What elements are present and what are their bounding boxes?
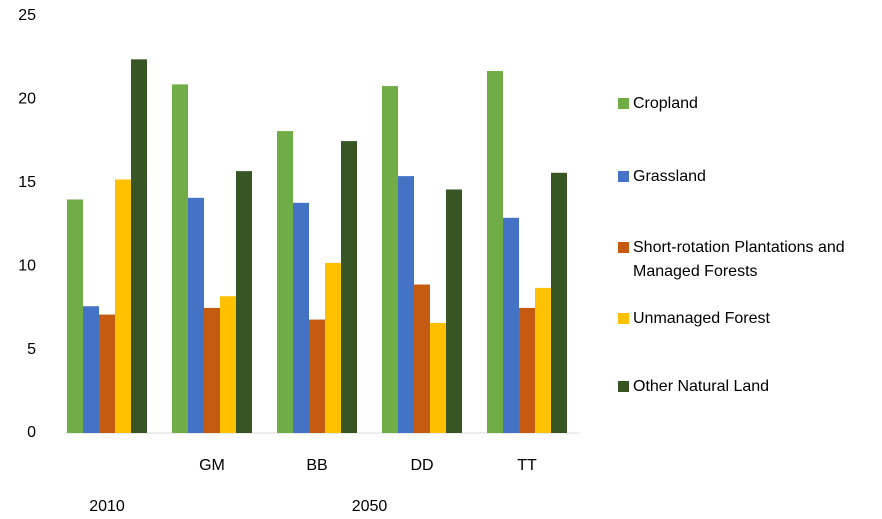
bar bbox=[293, 202, 309, 433]
bar bbox=[341, 141, 357, 433]
legend-label: Other Natural Land bbox=[633, 378, 770, 395]
y-tick-label: 5 bbox=[27, 341, 36, 358]
legend-item: Unmanaged Forest bbox=[618, 307, 880, 331]
bar bbox=[236, 171, 252, 433]
bar bbox=[204, 307, 220, 433]
y-tick-label: 15 bbox=[18, 174, 36, 191]
bar bbox=[487, 71, 503, 433]
bar bbox=[99, 314, 115, 433]
bar bbox=[446, 189, 462, 433]
legend-label: Unmanaged Forest bbox=[633, 310, 770, 327]
y-tick-label: 10 bbox=[18, 257, 36, 274]
bar bbox=[414, 284, 430, 433]
x-tick-label: TT bbox=[517, 457, 537, 474]
bar bbox=[188, 197, 204, 433]
bar bbox=[503, 217, 519, 433]
legend-label: Grassland bbox=[633, 168, 706, 185]
group-label: 2050 bbox=[352, 498, 388, 515]
legend-swatch bbox=[618, 98, 629, 109]
bar bbox=[220, 296, 236, 433]
bar bbox=[325, 262, 341, 433]
bar bbox=[430, 322, 446, 433]
legend-swatch bbox=[618, 242, 629, 253]
legend-swatch bbox=[618, 171, 629, 182]
bar bbox=[172, 84, 188, 433]
bar bbox=[382, 86, 398, 433]
legend-item: Short-rotation Plantations and Managed F… bbox=[618, 236, 880, 284]
x-tick-label: DD bbox=[410, 457, 433, 474]
legend-swatch bbox=[618, 313, 629, 324]
legend-item: Grassland bbox=[618, 165, 880, 189]
bar bbox=[67, 199, 83, 433]
bar bbox=[551, 172, 567, 434]
legend-item: Cropland bbox=[618, 92, 880, 116]
bar bbox=[309, 319, 325, 433]
x-tick-label: GM bbox=[199, 457, 225, 474]
bar bbox=[398, 176, 414, 434]
x-tick-label: BB bbox=[306, 457, 327, 474]
legend-swatch bbox=[618, 381, 629, 392]
legend-label: Short-rotation Plantations and Managed F… bbox=[633, 239, 845, 280]
group-label: 2010 bbox=[89, 498, 125, 515]
bar bbox=[535, 287, 551, 433]
bar bbox=[277, 131, 293, 434]
y-tick-label: 0 bbox=[27, 424, 36, 441]
y-tick-label: 25 bbox=[18, 7, 36, 24]
y-tick-label: 20 bbox=[18, 91, 36, 108]
bar bbox=[83, 306, 99, 433]
bar bbox=[519, 307, 535, 433]
legend-item: Other Natural Land bbox=[618, 375, 880, 399]
bar bbox=[131, 59, 147, 433]
bar bbox=[115, 179, 131, 433]
legend-label: Cropland bbox=[633, 95, 698, 112]
